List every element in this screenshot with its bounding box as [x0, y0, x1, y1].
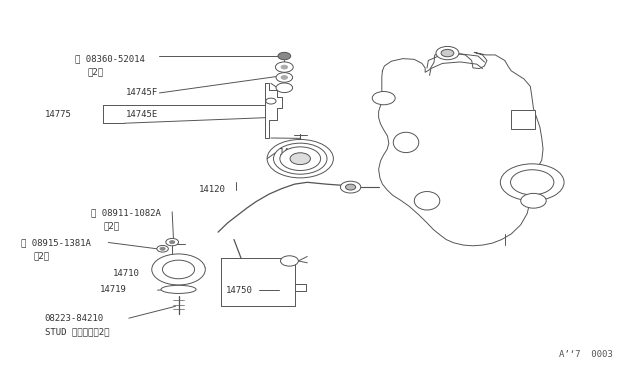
Circle shape [266, 98, 276, 104]
Circle shape [157, 246, 168, 252]
Text: 14745E: 14745E [125, 110, 158, 119]
Text: 14120: 14120 [199, 185, 226, 194]
Circle shape [276, 73, 292, 82]
Text: （2）: （2） [88, 68, 104, 77]
Bar [511, 110, 536, 129]
Text: Ⓦ 08915-1381A: Ⓦ 08915-1381A [20, 239, 90, 248]
Circle shape [278, 52, 291, 60]
Ellipse shape [394, 132, 419, 153]
Text: STUD スタッド（2）: STUD スタッド（2） [45, 327, 109, 336]
Circle shape [273, 143, 327, 174]
Circle shape [340, 181, 361, 193]
Text: （2）: （2） [33, 251, 49, 261]
Circle shape [280, 147, 321, 170]
Circle shape [275, 62, 293, 72]
Circle shape [152, 254, 205, 285]
Circle shape [511, 170, 554, 195]
Text: 14719: 14719 [100, 285, 127, 294]
Text: 14710: 14710 [113, 269, 140, 278]
Circle shape [521, 193, 546, 208]
Ellipse shape [161, 285, 196, 294]
Circle shape [281, 65, 287, 69]
Circle shape [436, 46, 459, 60]
Circle shape [441, 49, 454, 57]
Circle shape [160, 247, 165, 250]
Circle shape [166, 238, 179, 246]
Circle shape [500, 164, 564, 201]
Text: 08223-84210: 08223-84210 [45, 314, 104, 323]
Text: A’‘7  0003: A’‘7 0003 [559, 350, 613, 359]
Circle shape [280, 256, 298, 266]
Text: 14745F: 14745F [125, 89, 158, 97]
Text: 14771: 14771 [278, 148, 305, 157]
Circle shape [346, 184, 356, 190]
Text: 14750: 14750 [226, 286, 253, 295]
Text: Ⓢ 08360-52014: Ⓢ 08360-52014 [75, 54, 145, 63]
Text: Ⓝ 08911-1082A: Ⓝ 08911-1082A [91, 208, 161, 217]
Circle shape [276, 83, 292, 93]
Text: （2）: （2） [103, 221, 120, 230]
Ellipse shape [414, 192, 440, 210]
Text: 14775: 14775 [45, 110, 72, 119]
Circle shape [372, 92, 395, 105]
Circle shape [290, 153, 310, 164]
Circle shape [170, 241, 175, 244]
Circle shape [163, 260, 195, 279]
Circle shape [281, 76, 287, 79]
Circle shape [267, 140, 333, 178]
